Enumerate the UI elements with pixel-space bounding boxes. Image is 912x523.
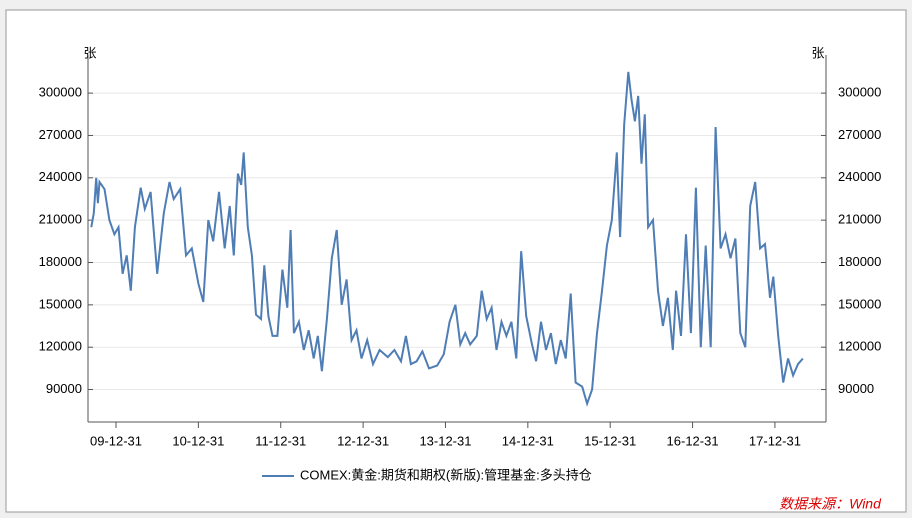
x-tick-label: 14-12-31: [502, 433, 554, 448]
x-tick-label: 15-12-31: [584, 433, 636, 448]
x-tick-label: 13-12-31: [419, 433, 471, 448]
x-tick-label: 11-12-31: [255, 433, 306, 448]
series-line: [90, 71, 804, 407]
y-tick-label: 300000: [39, 85, 82, 100]
x-tick-label: 17-12-31: [749, 433, 801, 448]
y-tick-label: 90000: [46, 381, 82, 396]
y2-unit: 张: [811, 45, 824, 60]
y-tick-label: 270000: [39, 127, 82, 142]
y2-tick-label: 270000: [838, 127, 881, 142]
source-note: 数据来源：Wind: [779, 496, 882, 512]
y2-tick-label: 90000: [838, 381, 874, 396]
y-tick-label: 150000: [39, 296, 82, 311]
y2-tick-label: 210000: [838, 212, 881, 227]
legend-label: COMEX:黄金:期货和期权(新版):管理基金:多头持仓: [300, 467, 592, 482]
y-tick-label: 240000: [39, 169, 82, 184]
y-unit: 张: [83, 45, 96, 60]
x-tick-label: 10-12-31: [172, 433, 224, 448]
y2-tick-label: 120000: [838, 339, 881, 354]
y2-tick-label: 150000: [838, 296, 881, 311]
x-tick-label: 12-12-31: [337, 433, 389, 448]
x-tick-label: 16-12-31: [667, 433, 719, 448]
y-tick-label: 120000: [39, 339, 82, 354]
y-tick-label: 180000: [39, 254, 82, 269]
y2-tick-label: 180000: [838, 254, 881, 269]
x-tick-label: 09-12-31: [90, 433, 142, 448]
y2-tick-label: 240000: [838, 169, 881, 184]
y2-tick-label: 300000: [838, 85, 881, 100]
y-tick-label: 210000: [39, 212, 82, 227]
